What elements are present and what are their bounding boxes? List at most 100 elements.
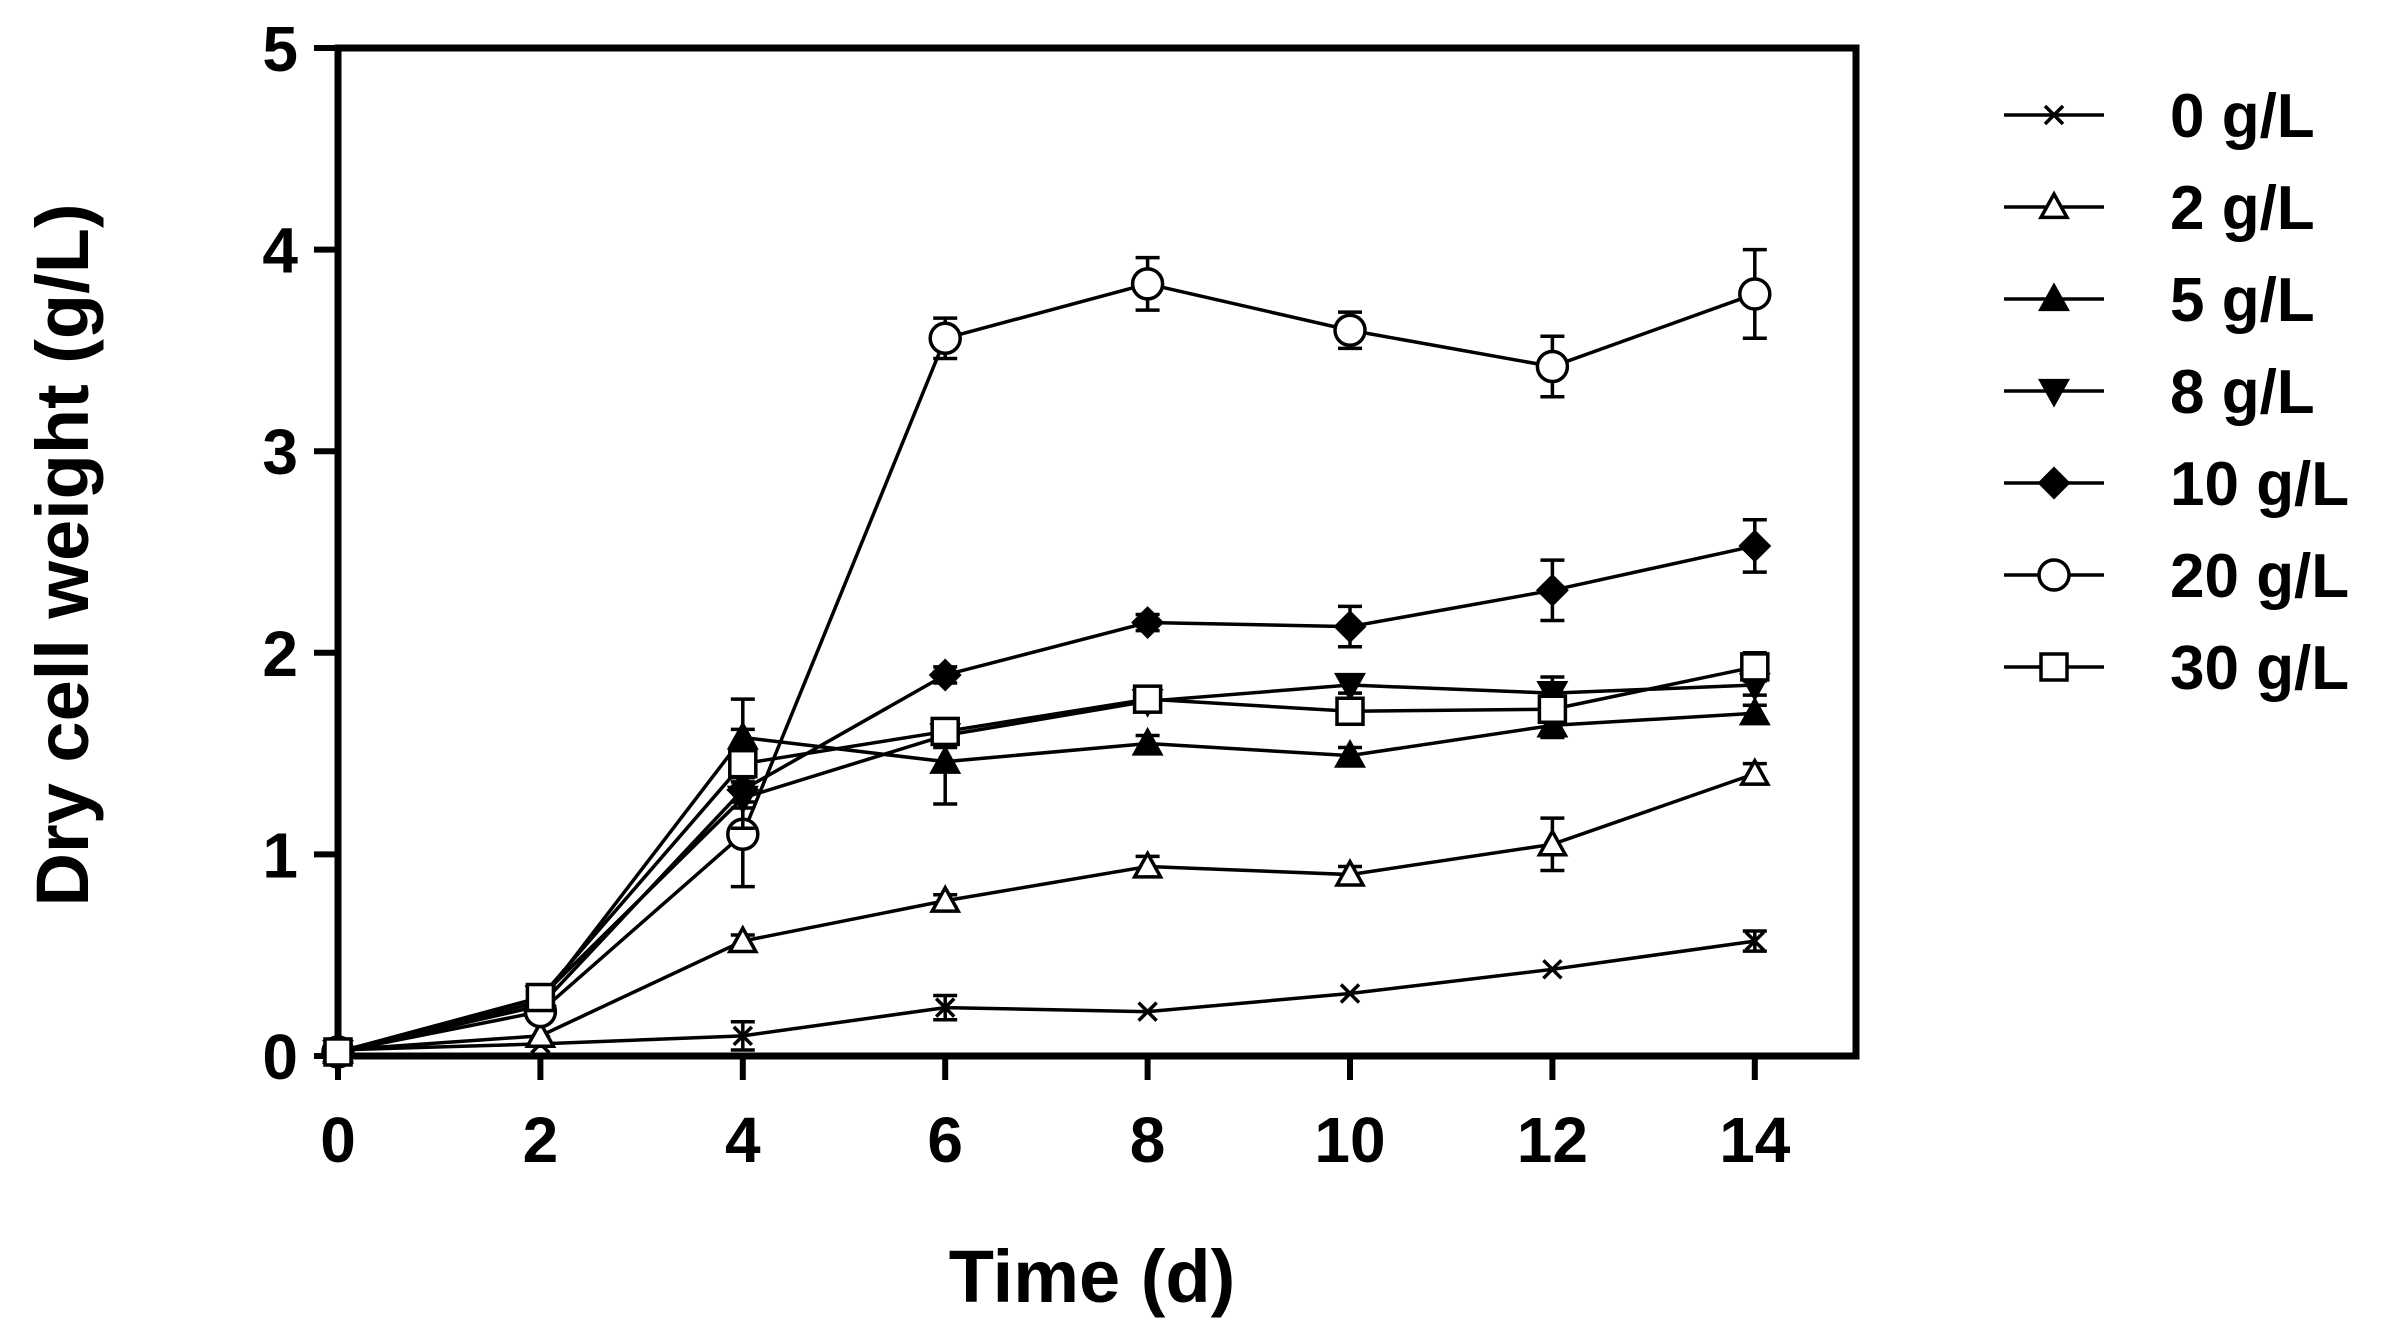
data-point (1738, 529, 1772, 563)
marker-shape (928, 321, 962, 356)
data-point (928, 658, 962, 692)
marker-shape (1738, 696, 1771, 726)
y-tick-label: 5 (262, 13, 298, 85)
marker-shape (1536, 680, 1569, 710)
marker-shape (525, 982, 556, 1013)
series-line (337, 772, 1756, 1052)
data-point (1542, 959, 1563, 980)
data-point (1130, 267, 1165, 301)
data-point (1536, 708, 1569, 738)
marker-shape (929, 884, 962, 913)
marker-shape (1334, 857, 1366, 887)
marker-shape (2038, 282, 2070, 312)
marker-shape (1738, 529, 1772, 563)
legend-marker (2038, 282, 2070, 312)
legend-label: 5 g/L (2170, 266, 2315, 335)
legend-label: 2 g/L (2170, 174, 2315, 243)
marker-shape (1333, 313, 1367, 347)
data-point (323, 1037, 353, 1067)
marker-shape (1738, 757, 1771, 786)
legend-label: 10 g/L (2170, 450, 2349, 519)
legend-marker (2037, 558, 2071, 592)
legend-label: 0 g/L (2170, 82, 2315, 151)
y-axis-label: Dry cell weight (g/L) (21, 203, 104, 906)
marker-shape (2038, 378, 2070, 408)
marker-shape (1334, 739, 1366, 768)
marker-stroke (934, 997, 956, 1018)
x-tick-label: 6 (927, 1104, 963, 1176)
data-point (934, 997, 956, 1018)
plot-frame (334, 44, 1860, 1060)
y-axis: 0 1 2 3 4 5 (262, 13, 338, 1093)
x-axis-label: Time (d) (949, 1235, 1235, 1318)
marker-shape (1536, 708, 1569, 738)
x-tick-label: 2 (523, 1104, 559, 1176)
data-point (1740, 652, 1770, 682)
marker-shape (1130, 267, 1165, 301)
x-tick-label: 12 (1517, 1104, 1588, 1176)
data-point (1537, 694, 1568, 724)
marker-shape (323, 1037, 353, 1067)
marker-shape (1132, 684, 1163, 714)
data-point (1738, 696, 1771, 726)
marker-stroke (1744, 930, 1766, 952)
marker-stroke (1137, 1001, 1158, 1022)
marker-shape (1131, 606, 1165, 640)
marker-shape (929, 745, 962, 774)
legend-marker (2038, 378, 2070, 408)
data-point (728, 748, 758, 779)
x-tick-label: 14 (1719, 1104, 1791, 1176)
legend: 0 g/L 2 g/L 5 g/L 8 g/L 10 g/L 20 g/L 30 g/L (2004, 82, 2349, 703)
series-layer (321, 247, 1772, 1069)
series-30-g-l (323, 651, 1770, 1067)
marker-shape (728, 748, 758, 779)
marker-shape (2038, 190, 2070, 220)
marker-stroke (1339, 983, 1361, 1004)
marker-shape (524, 1019, 557, 1048)
data-point (1536, 680, 1569, 710)
legend-label: 20 g/L (2170, 542, 2349, 611)
data-point (524, 1019, 557, 1048)
data-point (1132, 684, 1163, 714)
series-line (337, 665, 1756, 1054)
legend-item: 2 g/L (2004, 174, 2315, 243)
legend-marker (2038, 190, 2070, 220)
data-point (1131, 849, 1164, 879)
legend-marker (2039, 652, 2069, 682)
data-point (1744, 930, 1766, 952)
legend-item: 20 g/L (2004, 542, 2349, 611)
marker-shape (1535, 349, 1570, 384)
marker-shape (2037, 466, 2071, 500)
y-tick-label: 2 (262, 618, 298, 690)
data-point (1335, 696, 1365, 727)
data-point (929, 884, 962, 913)
marker-shape (1738, 277, 1772, 311)
data-point (1738, 757, 1771, 786)
data-point (929, 745, 962, 774)
x-tick-label: 10 (1314, 1104, 1385, 1176)
data-point (726, 924, 759, 954)
data-point (1535, 573, 1569, 607)
legend-item: 30 g/L (2004, 634, 2349, 703)
x-tick-label: 8 (1130, 1104, 1166, 1176)
x-tick-label: 0 (320, 1104, 356, 1176)
legend-marker (2037, 466, 2071, 500)
data-point (1535, 349, 1570, 384)
legend-label: 8 g/L (2170, 358, 2315, 427)
data-point (1738, 277, 1772, 311)
x-axis: 0 2 4 6 8 10 12 14 (320, 1056, 1791, 1176)
data-point (1137, 1001, 1158, 1022)
legend-item: 0 g/L (2004, 82, 2315, 151)
marker-shape (2037, 558, 2071, 592)
series-line (337, 544, 1756, 1054)
marker-shape (1537, 694, 1568, 724)
data-point (732, 1025, 754, 1047)
marker-shape (2039, 652, 2069, 682)
data-point (1131, 606, 1165, 640)
data-point (1339, 983, 1361, 1004)
legend-item: 10 g/L (2004, 450, 2349, 519)
legend-marker (2043, 104, 2065, 126)
marker-shape (1334, 672, 1366, 702)
data-point (1334, 857, 1366, 887)
